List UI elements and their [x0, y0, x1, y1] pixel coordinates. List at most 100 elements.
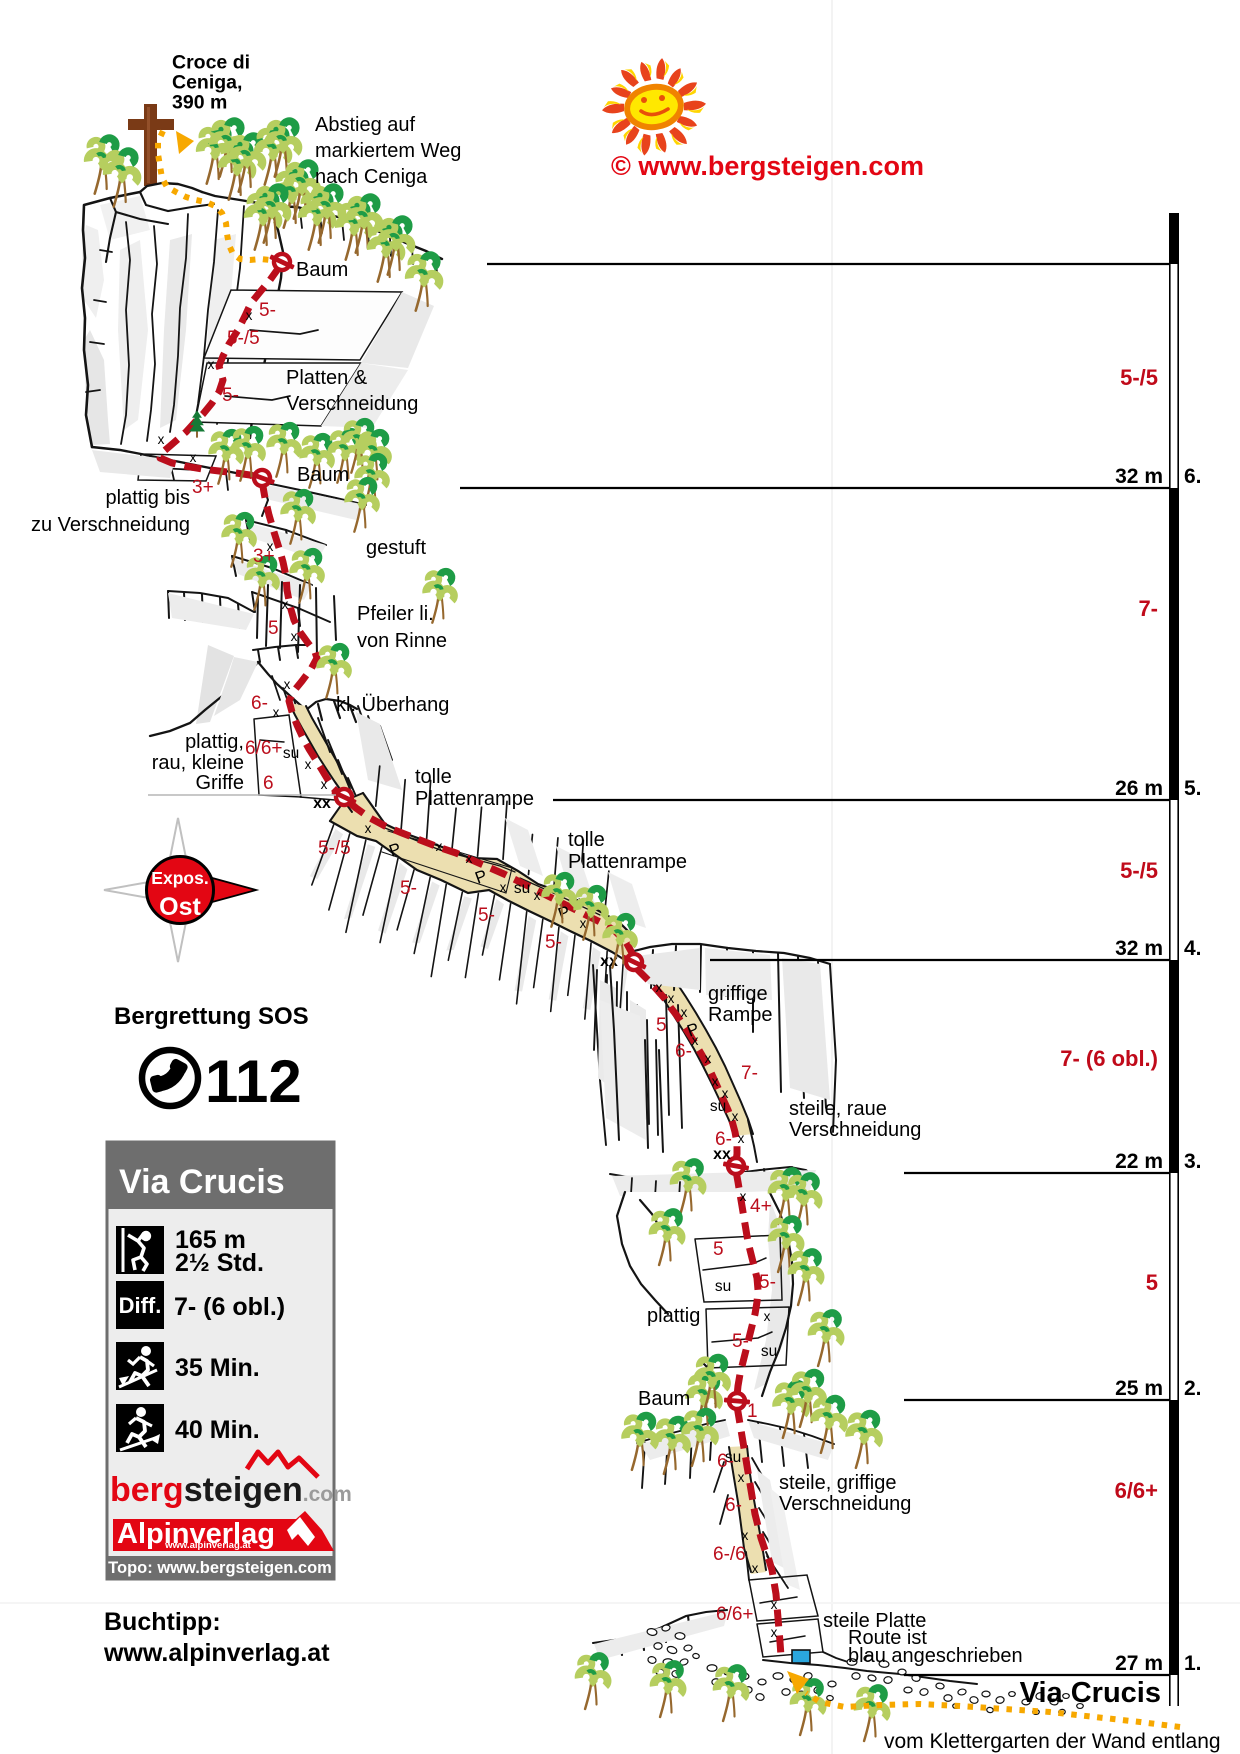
svg-text:blau angeschrieben: blau angeschrieben	[848, 1645, 1023, 1667]
svg-text:35 Min.: 35 Min.	[175, 1354, 260, 1382]
svg-text:x: x	[764, 1309, 771, 1324]
svg-text:6-: 6-	[715, 1129, 732, 1150]
svg-text:6: 6	[263, 773, 274, 794]
svg-text:© www.bergsteigen.com: © www.bergsteigen.com	[611, 151, 924, 181]
svg-text:5-: 5-	[732, 1331, 749, 1352]
svg-text:5: 5	[656, 1015, 667, 1036]
svg-text:25 m: 25 m	[1115, 1377, 1163, 1400]
svg-text:112: 112	[205, 1048, 302, 1115]
svg-text:x: x	[656, 980, 663, 995]
svg-text:zu Verschneidung: zu Verschneidung	[31, 514, 190, 536]
svg-text:steile, raue: steile, raue	[789, 1098, 887, 1120]
svg-text:6-: 6-	[251, 693, 268, 714]
svg-text:Buchtipp:: Buchtipp:	[104, 1608, 221, 1636]
svg-text:plattig bis: plattig bis	[106, 487, 191, 509]
svg-text:Ost: Ost	[159, 893, 201, 921]
svg-text:Expos.: Expos.	[151, 868, 208, 888]
svg-text:6/6+: 6/6+	[716, 1604, 754, 1625]
svg-text:x: x	[305, 757, 312, 772]
svg-text:2½ Std.: 2½ Std.	[175, 1249, 264, 1277]
svg-text:x: x	[738, 1131, 745, 1146]
svg-text:Platten &: Platten &	[286, 367, 368, 389]
svg-text:5-: 5-	[259, 300, 276, 321]
svg-text:2.: 2.	[1184, 1377, 1202, 1400]
svg-text:Rampe: Rampe	[708, 1004, 772, 1026]
svg-text:Verschneidung: Verschneidung	[286, 393, 418, 415]
svg-text:x: x	[466, 851, 473, 866]
svg-text:390 m: 390 m	[172, 92, 227, 114]
svg-text:su: su	[283, 745, 299, 762]
svg-text:xx: xx	[713, 1146, 731, 1163]
svg-text:Route ist: Route ist	[848, 1627, 927, 1649]
svg-text:steile, griffige: steile, griffige	[779, 1472, 896, 1494]
svg-text:tolle: tolle	[415, 766, 452, 788]
svg-text:Alpinverlag: Alpinverlag	[117, 1518, 275, 1550]
svg-text:5-/5: 5-/5	[318, 838, 351, 859]
svg-text:www.alpinverlag.at: www.alpinverlag.at	[103, 1639, 330, 1667]
svg-text:su: su	[710, 1098, 726, 1115]
svg-text:Verschneidung: Verschneidung	[789, 1119, 921, 1141]
svg-text:Pfeiler li.: Pfeiler li.	[357, 603, 434, 625]
svg-text:6-: 6-	[717, 1451, 734, 1472]
svg-text:x: x	[246, 308, 253, 323]
svg-text:x: x	[267, 539, 274, 554]
svg-text:x: x	[284, 677, 291, 692]
svg-text:6/6+: 6/6+	[245, 738, 283, 759]
svg-text:x: x	[692, 1033, 699, 1048]
svg-text:griffige: griffige	[708, 983, 768, 1005]
svg-text:6-/6: 6-/6	[713, 1544, 746, 1565]
svg-text:x: x	[771, 1597, 778, 1612]
svg-text:www.alpinverlag.at: www.alpinverlag.at	[164, 1540, 252, 1551]
svg-text:bergsteigen.com: bergsteigen.com	[110, 1471, 352, 1509]
svg-text:22 m: 22 m	[1115, 1150, 1163, 1173]
svg-text:steile Platte: steile Platte	[823, 1610, 926, 1632]
svg-text:Griffe: Griffe	[195, 772, 244, 794]
svg-text:x: x	[208, 357, 215, 372]
svg-text:Via Crucis: Via Crucis	[119, 1163, 285, 1201]
svg-text:x: x	[158, 432, 165, 447]
svg-text:x: x	[580, 916, 587, 931]
svg-text:x: x	[190, 450, 197, 465]
svg-text:27 m: 27 m	[1115, 1652, 1163, 1675]
svg-text:7-: 7-	[1138, 596, 1158, 621]
svg-text:1.: 1.	[1184, 1652, 1202, 1675]
svg-text:x: x	[282, 597, 289, 612]
svg-text:Diff.: Diff.	[119, 1293, 162, 1318]
svg-text:Baum: Baum	[296, 259, 348, 281]
svg-text:gestuft: gestuft	[366, 537, 426, 559]
svg-text:7- (6 obl.): 7- (6 obl.)	[174, 1293, 285, 1321]
svg-text:su: su	[514, 880, 530, 897]
svg-text:6.: 6.	[1184, 465, 1202, 488]
svg-text:5-/5: 5-/5	[227, 328, 260, 349]
svg-text:Ceniga,: Ceniga,	[172, 72, 242, 94]
svg-text:tolle: tolle	[568, 829, 605, 851]
svg-text:von Rinne: von Rinne	[357, 630, 447, 652]
svg-text:4+: 4+	[750, 1196, 772, 1217]
svg-text:Baum: Baum	[297, 464, 349, 486]
svg-text:plattig: plattig	[647, 1305, 700, 1327]
svg-text:165 m: 165 m	[175, 1226, 246, 1254]
svg-text:5-/5: 5-/5	[1120, 858, 1158, 883]
svg-text:5-: 5-	[222, 385, 239, 406]
svg-text:26 m: 26 m	[1115, 777, 1163, 800]
svg-text:5: 5	[713, 1239, 724, 1260]
svg-text:3+: 3+	[253, 546, 275, 567]
svg-text:x: x	[668, 991, 675, 1006]
svg-text:32 m: 32 m	[1115, 465, 1163, 488]
svg-text:Baum: Baum	[638, 1388, 690, 1410]
svg-text:Topo: www.bergsteigen.com: Topo: www.bergsteigen.com	[108, 1559, 332, 1577]
svg-text:x: x	[742, 1528, 749, 1543]
svg-text:x: x	[273, 705, 280, 720]
svg-text:7-: 7-	[741, 1063, 758, 1084]
svg-text:5: 5	[268, 618, 279, 639]
svg-text:Verschneidung: Verschneidung	[779, 1493, 911, 1515]
svg-text:x: x	[740, 1189, 747, 1204]
svg-text:5-: 5-	[545, 932, 562, 953]
svg-text:Croce di: Croce di	[172, 52, 250, 74]
svg-text:nach Ceniga: nach Ceniga	[315, 166, 428, 188]
svg-text:su: su	[725, 1449, 741, 1466]
svg-text:x: x	[534, 888, 541, 903]
svg-text:x: x	[365, 821, 372, 836]
svg-text:1: 1	[747, 1401, 758, 1422]
svg-text:su: su	[761, 1343, 777, 1360]
